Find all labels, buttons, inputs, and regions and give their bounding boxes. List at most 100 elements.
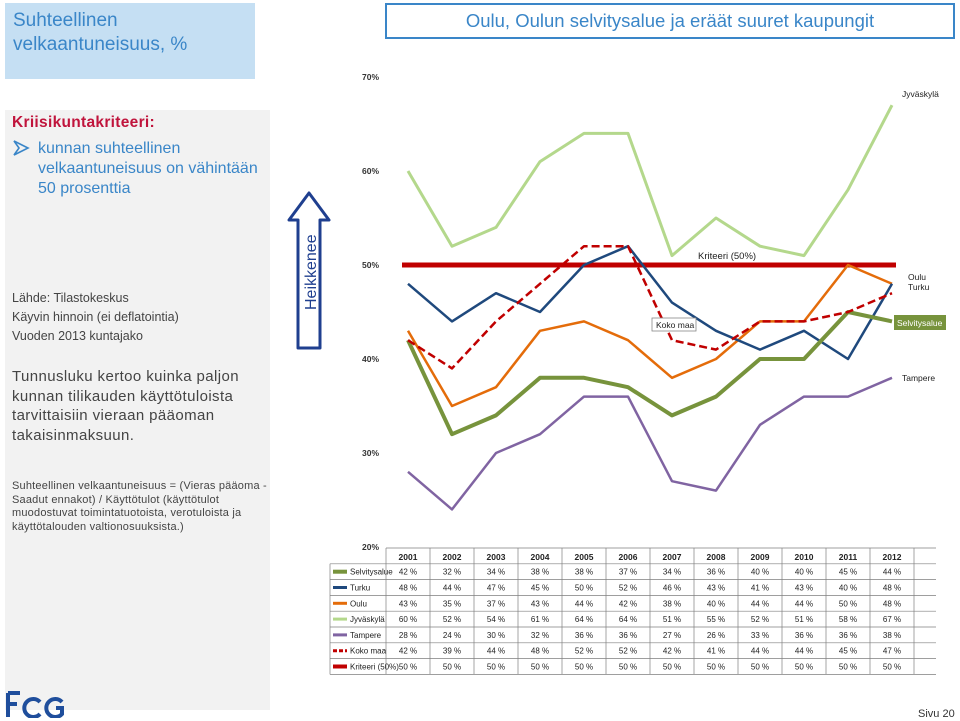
formula-text: Suhteellinen velkaantuneisuus = (Vieras … <box>12 480 267 533</box>
data-label: 41 % <box>751 584 769 593</box>
selvitysalue-annotation: Selvitysalue <box>897 318 943 328</box>
data-label: 42 % <box>399 568 417 577</box>
pricing-line: Käyvin hinnoin (ei deflatointia) <box>12 310 179 324</box>
data-label: 43 % <box>531 599 549 608</box>
info-panel <box>5 110 270 710</box>
data-label: 41 % <box>707 647 725 656</box>
legend-entry: Selvitysalue <box>350 568 393 577</box>
data-label: 44 % <box>487 647 505 656</box>
criteria-heading: Kriisikuntakriteeri: <box>12 114 155 131</box>
x-tick-label: 2009 <box>751 552 770 562</box>
turku-annotation: Turku <box>908 282 930 292</box>
data-label: 40 % <box>751 568 769 577</box>
y-tick-label: 50% <box>362 260 379 270</box>
x-tick-label: 2004 <box>531 552 550 562</box>
data-label: 42 % <box>663 647 681 656</box>
kokomaa-label-box <box>651 317 697 332</box>
debt-line-chart: 20% 30% 40% 50% 60% 70% Jyväskylä Kriteeri (50%… <box>329 72 946 675</box>
data-label: 39 % <box>443 647 461 656</box>
data-label: 52 % <box>751 615 769 624</box>
data-label: 64 % <box>575 615 593 624</box>
up-arrow-icon: Heikkenee <box>287 191 331 350</box>
x-tick-label: 2006 <box>619 552 638 562</box>
data-label: 36 % <box>795 631 813 640</box>
data-label: 43 % <box>707 584 725 593</box>
data-label: 67 % <box>883 615 901 624</box>
page-number: Sivu 20 <box>918 708 955 720</box>
data-label: 42 % <box>619 599 637 608</box>
data-label: 55 % <box>707 615 725 624</box>
data-label: 46 % <box>663 584 681 593</box>
data-label: 52 % <box>619 647 637 656</box>
data-label: 50 % <box>663 663 681 672</box>
jyvaskyla-annotation: Jyväskylä <box>902 89 939 99</box>
source-notes: Lähde: Tilastokeskus Käyvin hinnoin (ei … <box>12 289 267 346</box>
data-label: 52 % <box>619 584 637 593</box>
data-label: 50 % <box>795 663 813 672</box>
data-label: 50 % <box>575 663 593 672</box>
data-label: 47 % <box>883 647 901 656</box>
chart-heading: Oulu, Oulun selvitysalue ja eräät suuret… <box>385 3 955 39</box>
data-label: 54 % <box>487 615 505 624</box>
legend-entry: Turku <box>350 584 370 593</box>
data-label: 50 % <box>883 663 901 672</box>
data-label: 36 % <box>575 631 593 640</box>
data-label: 40 % <box>839 584 857 593</box>
y-tick-label: 70% <box>362 72 379 82</box>
x-tick-label: 2012 <box>883 552 902 562</box>
data-label: 34 % <box>663 568 681 577</box>
series-line-turku <box>407 244 894 361</box>
data-label: 45 % <box>839 568 857 577</box>
series-line-jyv-skyl- <box>406 104 894 258</box>
data-label: 36 % <box>707 568 725 577</box>
y-tick-label: 60% <box>362 166 379 176</box>
data-label: 51 % <box>663 615 681 624</box>
table-row: Turku 48 % 44 % 47 % 45 % 50 % 52 % 46 % 43 % 41 … <box>333 584 901 593</box>
y-tick-label: 20% <box>362 542 379 552</box>
data-label: 48 % <box>399 584 417 593</box>
data-label: 27 % <box>663 631 681 640</box>
x-tick-label: 2003 <box>487 552 506 562</box>
series-line-selvitysalue <box>406 310 893 437</box>
data-label: 50 % <box>707 663 725 672</box>
data-label: 44 % <box>883 568 901 577</box>
table-row: Koko maa 42 % 39 % 44 % 48 % 52 % 52 % 42 % 41 %… <box>333 647 901 656</box>
data-label: 44 % <box>751 647 769 656</box>
explanation-text: Tunnusluku kertoo kuinka paljon kunnan t… <box>12 368 239 444</box>
series-line-koko-maa <box>407 244 893 370</box>
arrow-bullet-icon <box>13 140 30 156</box>
arrow-label: Heikkenee <box>303 234 320 310</box>
legend-entry: Koko maa <box>350 647 387 656</box>
oulu-annotation: Oulu <box>908 272 926 282</box>
data-label: 32 % <box>531 631 549 640</box>
data-label: 38 % <box>531 568 549 577</box>
data-label: 44 % <box>795 599 813 608</box>
data-label: 45 % <box>531 584 549 593</box>
data-label: 48 % <box>883 599 901 608</box>
data-label: 48 % <box>883 584 901 593</box>
data-label: 38 % <box>663 599 681 608</box>
data-label: 44 % <box>443 584 461 593</box>
data-label: 52 % <box>575 647 593 656</box>
data-label: 50 % <box>575 584 593 593</box>
selvitysalue-label-box <box>894 315 946 330</box>
data-label: 51 % <box>795 615 813 624</box>
legend-entry: Jyväskylä <box>350 615 385 624</box>
x-tick-label: 2010 <box>795 552 814 562</box>
x-tick-label: 2008 <box>707 552 726 562</box>
data-label: 50 % <box>487 663 505 672</box>
data-label: 61 % <box>531 615 549 624</box>
table-row: Tampere 28 % 24 % 30 % 32 % 36 % 36 % 27 % 26 % 3… <box>333 631 901 640</box>
data-label: 50 % <box>839 599 857 608</box>
data-label: 30 % <box>487 631 505 640</box>
data-label: 32 % <box>443 568 461 577</box>
table-row: Selvitysalue 42 % 32 % 34 % 38 % 38 % 37 % 34 %… <box>333 568 901 577</box>
data-label: 50 % <box>619 663 637 672</box>
data-label: 58 % <box>839 615 857 624</box>
x-tick-label: 2005 <box>575 552 594 562</box>
table-row: Kriteeri (50%) 50 % 50 % 50 % 50 % 50 % 50 % 50… <box>333 663 901 672</box>
data-label: 37 % <box>487 599 505 608</box>
data-label: 28 % <box>399 631 417 640</box>
table-row: Oulu 43 % 35 % 37 % 43 % 44 % 42 % 38 % 40 % 44 %… <box>333 599 901 608</box>
data-label: 50 % <box>399 663 417 672</box>
